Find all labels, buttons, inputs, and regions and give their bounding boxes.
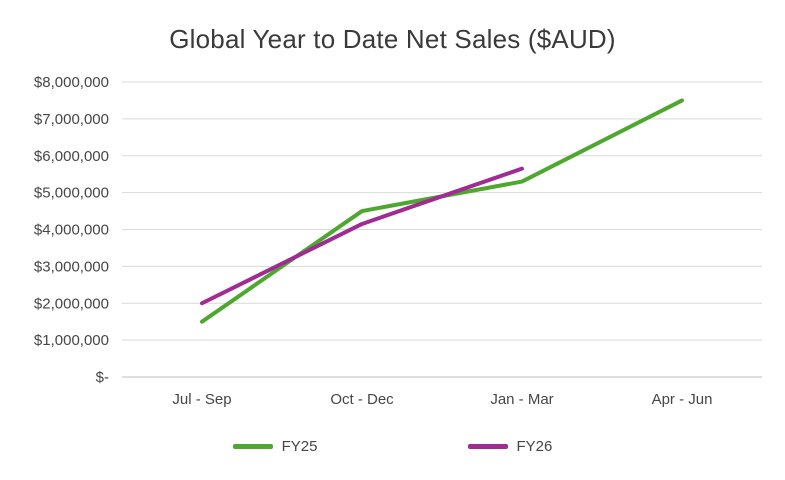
- series-line-FY25: [200, 98, 684, 324]
- y-tick-label: $7,000,000: [34, 111, 109, 128]
- legend-line-swatch: [232, 444, 273, 449]
- series-line-FY26: [200, 166, 524, 306]
- legend-label: FY25: [281, 438, 318, 455]
- y-tick-label: $5,000,000: [34, 185, 109, 202]
- y-tick-label: $8,000,000: [34, 74, 109, 91]
- y-tick-label: $6,000,000: [34, 148, 109, 165]
- legend-item-FY26: FY26: [467, 438, 553, 455]
- chart-title: Global Year to Date Net Sales ($AUD): [169, 24, 616, 54]
- x-tick-label: Jul - Sep: [172, 391, 231, 408]
- y-tick-label: $-: [96, 369, 109, 386]
- y-tick-label: $3,000,000: [34, 258, 109, 275]
- x-tick-label: Apr - Jun: [652, 391, 713, 408]
- y-tick-label: $4,000,000: [34, 222, 109, 239]
- x-tick-label: Jan - Mar: [490, 391, 553, 408]
- y-tick-label: $2,000,000: [34, 295, 109, 312]
- legend-item-FY25: FY25: [232, 438, 318, 455]
- x-tick-label: Oct - Dec: [330, 391, 394, 408]
- chart-legend: FY25 FY26: [0, 438, 785, 455]
- y-tick-label: $1,000,000: [34, 332, 109, 349]
- legend-label: FY26: [516, 438, 553, 455]
- legend-line-swatch: [467, 444, 508, 449]
